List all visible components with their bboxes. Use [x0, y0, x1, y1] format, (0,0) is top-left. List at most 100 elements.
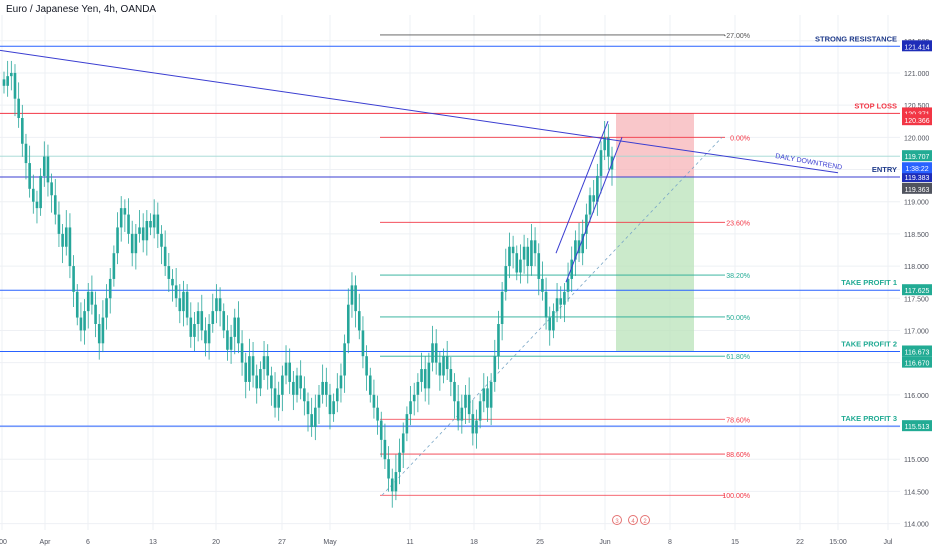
event-marker-icon	[612, 515, 622, 525]
x-tick-label: 11	[406, 539, 413, 546]
level-label: TAKE PROFIT 1	[841, 278, 897, 287]
candle-body	[500, 291, 504, 324]
candle-body	[321, 381, 324, 395]
candle-body	[50, 182, 53, 196]
y-tick-label: 114.500	[904, 489, 929, 496]
y-tick-label: 117.500	[904, 296, 929, 303]
candle-body	[328, 394, 332, 415]
candle-body	[215, 298, 218, 312]
candle-body	[284, 362, 288, 376]
candle-body	[218, 298, 222, 312]
x-tick-label: Apr	[40, 539, 52, 546]
candle-body	[94, 304, 97, 324]
candle-body	[346, 304, 350, 344]
candle-body	[365, 356, 368, 376]
fib-retracement: -27.00% 0.00% 23.60% 38.20% 50.00% 61.80% 78.6…	[380, 33, 750, 500]
x-tick-label: 8	[668, 539, 672, 546]
price-tag-label: 115.513	[905, 424, 930, 431]
x-tick-label: :00	[0, 539, 7, 546]
x-tick-label: 22	[796, 539, 804, 546]
candle-body	[544, 291, 548, 318]
candle-body	[163, 246, 167, 267]
candle-body	[460, 407, 464, 421]
time-axis: :00 Apr 6 13 20 27 May 11 18 25 Jun 8 15 22 15:00 Jul 3 4…	[0, 515, 893, 546]
price-tag-label: 117.625	[905, 288, 930, 295]
candle-body	[552, 311, 555, 331]
candle-body	[303, 388, 306, 402]
price-tag	[902, 107, 932, 119]
candle-body	[61, 233, 64, 247]
candle-body	[68, 227, 72, 267]
candle-body	[416, 381, 420, 395]
y-tick-label: 119.000	[904, 200, 929, 207]
candle-body	[185, 291, 189, 318]
candle-body	[270, 375, 273, 389]
candle-body	[434, 343, 438, 363]
candle-body	[97, 324, 101, 344]
candle-body	[361, 330, 365, 357]
x-tick-label: 25	[536, 539, 544, 546]
candle-body	[156, 214, 160, 234]
candle-body	[295, 375, 299, 395]
candle-body	[493, 356, 497, 382]
price-tag	[902, 284, 932, 296]
x-tick-label: 18	[470, 539, 478, 546]
price-axis-bg	[900, 0, 932, 550]
candle-body	[354, 285, 357, 312]
candle-body	[588, 195, 592, 215]
candle-body	[255, 375, 259, 389]
candle-body	[105, 298, 108, 318]
candle-body	[592, 195, 595, 202]
price-tag-label: 116.673	[905, 349, 930, 356]
candle-body	[336, 388, 339, 402]
x-tick-label: 15:00	[829, 539, 847, 546]
x-tick-label: 6	[86, 539, 90, 546]
price-tag-label: 1:38:22	[905, 166, 928, 173]
candle-body	[149, 221, 152, 228]
candle-body	[570, 259, 574, 279]
y-tick-label: 116.000	[904, 393, 929, 400]
candle-body	[376, 407, 379, 421]
candle-body	[167, 266, 171, 279]
candle-body	[310, 414, 313, 427]
candle-body	[405, 414, 409, 434]
candle-body	[171, 278, 174, 286]
candle-body	[134, 233, 138, 254]
price-tag-label: 121.414	[904, 44, 929, 51]
chart-title: Euro / Japanese Yen, 4h, OANDA	[6, 4, 157, 15]
candle-body	[196, 311, 200, 324]
candle-body	[394, 472, 398, 492]
candle-body	[412, 394, 416, 402]
candle-body	[39, 175, 42, 209]
candle-body	[596, 175, 599, 202]
x-tick-label: Jul	[884, 539, 893, 546]
candle-body	[519, 259, 522, 273]
level-label: STOP LOSS	[854, 101, 897, 110]
y-tick-label: 120.000	[904, 135, 929, 142]
candle-body	[178, 298, 182, 312]
x-tick-label: 13	[149, 539, 157, 546]
candle-body	[244, 362, 248, 382]
candle-body	[281, 375, 284, 395]
candle-body	[83, 311, 86, 331]
candle-body	[449, 369, 453, 382]
event-marker-label: 3	[615, 519, 619, 525]
candle-body	[28, 163, 31, 189]
x-tick-label: Jun	[599, 539, 610, 546]
fib-label: 0.00%	[730, 135, 750, 142]
candle-body	[17, 98, 20, 118]
candle-body	[123, 208, 127, 215]
candle-body	[108, 278, 112, 299]
candle-body	[383, 439, 387, 460]
y-tick-label: 118.500	[904, 232, 929, 239]
candle-body	[57, 214, 61, 234]
candle-body	[248, 356, 251, 382]
price-axis: 121.500121.000120.500120.000119.500119.0…	[900, 0, 932, 550]
candle-body	[599, 150, 603, 176]
fib-label: 50.00%	[726, 315, 750, 322]
price-tag	[902, 40, 932, 52]
candle-body	[526, 246, 530, 267]
candle-body	[6, 76, 9, 86]
